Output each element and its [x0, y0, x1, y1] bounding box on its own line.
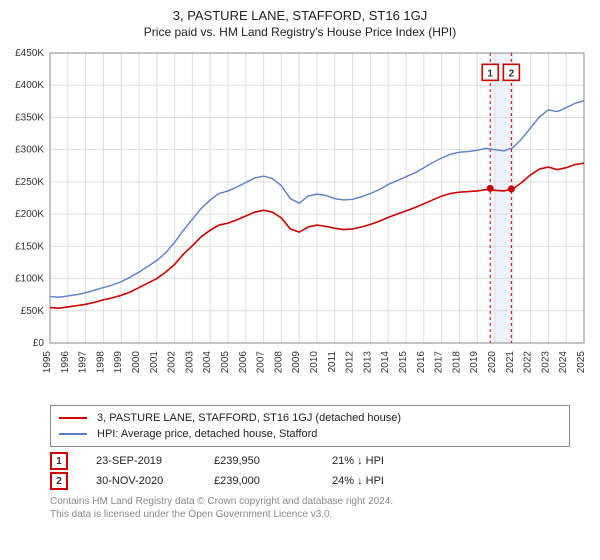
sale-price: £239,000 — [214, 475, 304, 487]
svg-text:2003: 2003 — [184, 351, 195, 374]
legend-swatch — [59, 433, 87, 435]
svg-text:1999: 1999 — [113, 351, 124, 374]
legend-item-price-paid: 3, PASTURE LANE, STAFFORD, ST16 1GJ (det… — [59, 410, 561, 426]
svg-text:2024: 2024 — [558, 351, 569, 374]
svg-text:£50K: £50K — [21, 306, 45, 317]
svg-text:2017: 2017 — [434, 351, 445, 374]
footer-line-1: Contains HM Land Registry data © Crown c… — [50, 495, 570, 508]
line-chart-svg: £0 £50K £100K £150K £200K £250K £300K £350K £400… — [0, 39, 600, 399]
sale-row: 1 23-SEP-2019 £239,950 21% ↓ HPI — [50, 451, 570, 471]
footer-attribution: Contains HM Land Registry data © Crown c… — [50, 495, 570, 521]
title-line-1: 3, PASTURE LANE, STAFFORD, ST16 1GJ — [0, 8, 600, 23]
svg-text:£100K: £100K — [15, 274, 44, 285]
svg-text:£350K: £350K — [15, 112, 44, 123]
svg-text:2025: 2025 — [576, 351, 587, 374]
svg-text:2008: 2008 — [273, 351, 284, 374]
legend-box: 3, PASTURE LANE, STAFFORD, ST16 1GJ (det… — [50, 405, 570, 447]
sale-date: 23-SEP-2019 — [96, 455, 186, 467]
svg-text:2015: 2015 — [398, 351, 409, 374]
svg-text:2022: 2022 — [523, 351, 534, 374]
svg-text:2010: 2010 — [309, 351, 320, 374]
svg-text:2023: 2023 — [540, 351, 551, 374]
svg-text:2020: 2020 — [487, 351, 498, 374]
svg-text:1995: 1995 — [42, 351, 53, 374]
chart-container: 3, PASTURE LANE, STAFFORD, ST16 1GJ Pric… — [0, 0, 600, 521]
svg-text:2009: 2009 — [291, 351, 302, 374]
svg-text:1: 1 — [487, 68, 493, 79]
svg-text:2014: 2014 — [380, 351, 391, 374]
svg-text:2012: 2012 — [345, 351, 356, 374]
svg-text:2004: 2004 — [202, 351, 213, 374]
svg-text:2005: 2005 — [220, 351, 231, 374]
svg-text:£150K: £150K — [15, 241, 44, 252]
svg-text:£250K: £250K — [15, 177, 44, 188]
legend-item-hpi: HPI: Average price, detached house, Staf… — [59, 426, 561, 442]
svg-text:2021: 2021 — [505, 351, 516, 374]
svg-text:1998: 1998 — [95, 351, 106, 374]
sale-date: 30-NOV-2020 — [96, 475, 186, 487]
footer-line-2: This data is licensed under the Open Gov… — [50, 508, 570, 521]
svg-text:£200K: £200K — [15, 209, 44, 220]
svg-text:2001: 2001 — [149, 351, 160, 374]
svg-text:£0: £0 — [33, 338, 45, 349]
sale-marker-icon: 2 — [50, 472, 68, 490]
sale-marker-icon: 1 — [50, 452, 68, 470]
svg-text:2011: 2011 — [327, 351, 338, 373]
sale-pct: 24% ↓ HPI — [332, 475, 384, 487]
sales-table: 1 23-SEP-2019 £239,950 21% ↓ HPI 2 30-NO… — [50, 451, 570, 491]
sale-price: £239,950 — [214, 455, 304, 467]
title-line-2: Price paid vs. HM Land Registry's House … — [0, 25, 600, 39]
svg-text:1996: 1996 — [60, 351, 71, 374]
svg-text:2007: 2007 — [256, 351, 267, 374]
chart-area: £0 £50K £100K £150K £200K £250K £300K £350K £400… — [0, 39, 600, 399]
legend-label: 3, PASTURE LANE, STAFFORD, ST16 1GJ (det… — [97, 412, 401, 424]
legend-label: HPI: Average price, detached house, Staf… — [97, 428, 317, 440]
legend-swatch — [59, 417, 87, 419]
svg-text:2018: 2018 — [451, 351, 462, 374]
svg-text:2002: 2002 — [167, 351, 178, 374]
svg-text:2016: 2016 — [416, 351, 427, 374]
svg-text:2013: 2013 — [362, 351, 373, 374]
svg-text:2: 2 — [509, 68, 515, 79]
svg-text:£450K: £450K — [15, 48, 44, 59]
title-block: 3, PASTURE LANE, STAFFORD, ST16 1GJ Pric… — [0, 0, 600, 39]
sale-row: 2 30-NOV-2020 £239,000 24% ↓ HPI — [50, 471, 570, 491]
svg-text:1997: 1997 — [78, 351, 89, 374]
sale-pct: 21% ↓ HPI — [332, 455, 384, 467]
svg-text:2000: 2000 — [131, 351, 142, 374]
svg-text:£300K: £300K — [15, 145, 44, 156]
svg-text:2006: 2006 — [238, 351, 249, 374]
svg-text:£400K: £400K — [15, 80, 44, 91]
svg-text:2019: 2019 — [469, 351, 480, 374]
